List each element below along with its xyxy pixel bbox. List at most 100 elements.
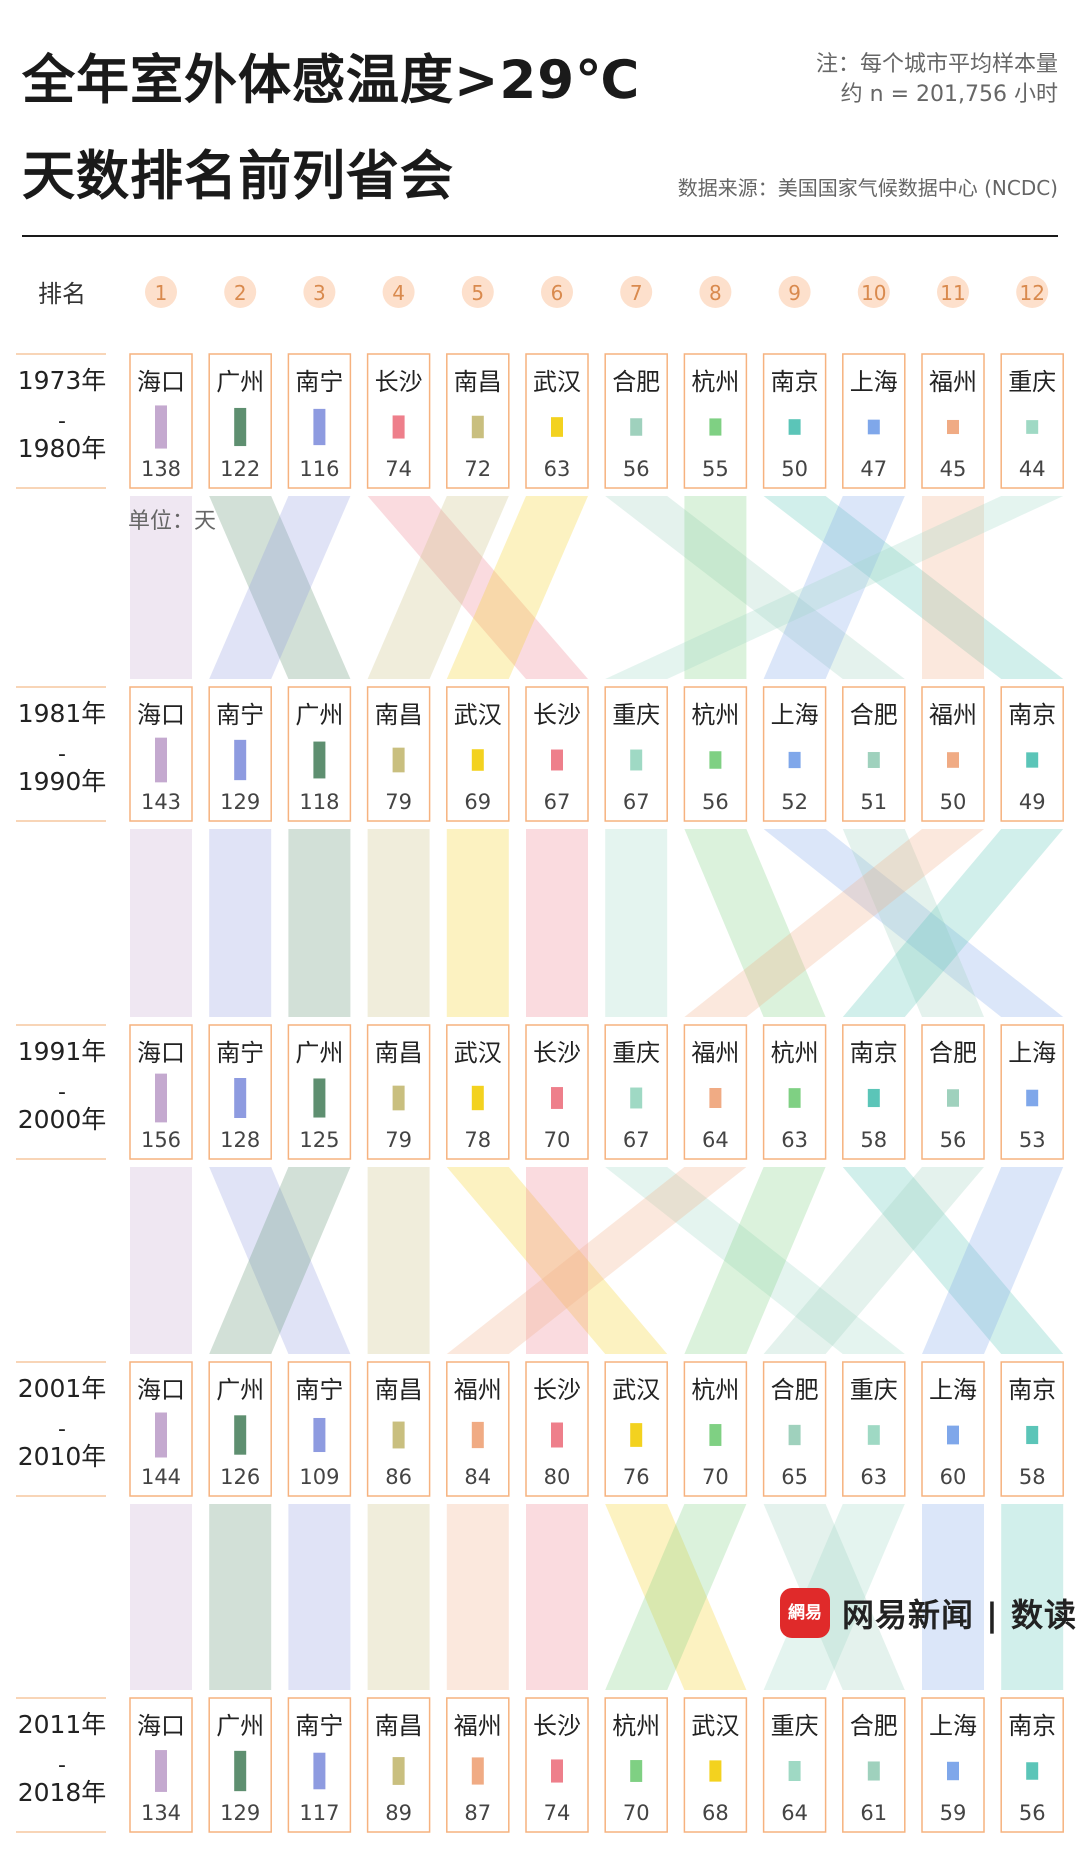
value-label: 64 (781, 1801, 808, 1825)
value-bar (630, 1087, 643, 1109)
ribbon-海口-3 (130, 1504, 192, 1690)
rank-badge-12 (1016, 276, 1049, 308)
value-bar (1026, 1089, 1039, 1107)
ribbon-南宁-0 (209, 496, 351, 679)
city-name: 合肥 (929, 1039, 977, 1067)
value-bar (155, 737, 167, 783)
city-name: 长沙 (533, 1039, 581, 1067)
value-label: 63 (860, 1465, 887, 1489)
city-name: 重庆 (612, 1039, 660, 1067)
value-bar (947, 752, 959, 768)
rank-badge-10 (857, 276, 890, 308)
ribbon-南宁-3 (288, 1504, 351, 1690)
value-bar (947, 1089, 959, 1107)
value-bar (709, 751, 722, 769)
city-box (129, 686, 193, 822)
city-name: 南昌 (454, 368, 502, 396)
ribbon-福州-3 (446, 1504, 509, 1690)
value-label: 109 (299, 1465, 339, 1489)
ribbon-南昌-2 (367, 1167, 430, 1354)
ribbon-上海-1 (763, 829, 1064, 1017)
ribbon-广州-3 (209, 1504, 272, 1690)
period-end-label: 2010年 (18, 1442, 107, 1471)
period-separator: - (58, 1753, 66, 1778)
rank-badge-3 (303, 276, 336, 308)
ribbon-重庆-1 (605, 829, 668, 1017)
value-bar (313, 1417, 326, 1453)
sample-note-line2: 约 n = 201,756 小时 (840, 82, 1058, 107)
city-name: 武汉 (454, 701, 502, 729)
rank-number-6: 6 (551, 281, 564, 305)
value-label: 70 (623, 1801, 650, 1825)
netease-logo-icon: 網易 (780, 1588, 830, 1638)
period-start-label: 2011年 (18, 1710, 107, 1739)
sample-note-line1: 注：每个城市平均样本量 (815, 52, 1058, 77)
value-label: 60 (940, 1465, 967, 1489)
city-name: 合肥 (850, 1712, 898, 1740)
city-name: 广州 (295, 1039, 343, 1067)
ribbon-重庆-2 (605, 1167, 905, 1354)
city-name: 福州 (929, 701, 977, 729)
city-name: 上海 (929, 1376, 977, 1404)
city-name: 南宁 (295, 1712, 343, 1740)
rank-badge-5 (461, 276, 494, 308)
ribbon-广州-2 (209, 1167, 351, 1354)
value-label: 59 (940, 1801, 967, 1825)
publisher-name: 网易新闻 | 数读 (842, 1596, 1077, 1634)
value-bar (630, 749, 643, 771)
value-bar (234, 407, 247, 447)
city-name: 长沙 (375, 368, 423, 396)
chart-title-line2: 天数排名前列省会 (22, 146, 454, 207)
city-name: 合肥 (850, 701, 898, 729)
ribbon-福州-1 (684, 829, 984, 1017)
value-label: 44 (1019, 457, 1046, 481)
header-divider (22, 235, 1058, 237)
rank-number-12: 12 (1019, 281, 1044, 305)
city-name: 南京 (771, 368, 819, 396)
city-name: 杭州 (691, 701, 739, 729)
value-label: 49 (1019, 790, 1046, 814)
period-start-label: 1991年 (18, 1037, 107, 1066)
ribbon-重庆-0 (605, 496, 1064, 679)
city-name: 长沙 (533, 1712, 581, 1740)
city-name: 武汉 (454, 1039, 502, 1067)
rank-number-3: 3 (313, 281, 326, 305)
rank-badge-11 (937, 276, 969, 308)
ribbon-杭州-1 (684, 829, 826, 1017)
city-name: 杭州 (771, 1039, 819, 1067)
period-start-label: 1981年 (18, 699, 107, 728)
ribbon-南京-3 (1001, 1504, 1064, 1690)
value-label: 72 (464, 457, 491, 481)
ribbon-合肥-3 (763, 1504, 905, 1690)
value-label: 76 (623, 1465, 650, 1489)
ribbon-武汉-3 (605, 1504, 747, 1690)
value-label: 74 (544, 1801, 571, 1825)
rank-number-5: 5 (471, 281, 484, 305)
ribbon-杭州-0 (684, 496, 747, 679)
city-name: 杭州 (691, 1376, 739, 1404)
ribbon-南京-0 (763, 496, 1064, 679)
value-label: 67 (623, 790, 650, 814)
value-bar (234, 1750, 247, 1792)
value-label: 87 (464, 1801, 491, 1825)
value-label: 126 (220, 1465, 260, 1489)
period-end-label: 2000年 (18, 1105, 107, 1134)
value-label: 129 (220, 1801, 260, 1825)
value-bar (709, 1424, 722, 1446)
ribbon-海口-0 (130, 496, 192, 679)
rank-number-2: 2 (234, 281, 247, 305)
value-label: 45 (940, 457, 967, 481)
city-name: 杭州 (612, 1712, 660, 1740)
value-bar (1026, 420, 1039, 434)
ribbon-上海-3 (922, 1504, 984, 1690)
value-label: 56 (623, 457, 650, 481)
value-bar (392, 1421, 405, 1449)
ribbon-杭州-3 (605, 1504, 747, 1690)
city-name: 南昌 (375, 1712, 423, 1740)
value-bar (392, 415, 405, 439)
value-bar (313, 1752, 326, 1790)
value-label: 69 (464, 790, 491, 814)
ribbon-广州-1 (288, 829, 351, 1017)
city-name: 南宁 (295, 368, 343, 396)
value-bar (867, 1761, 880, 1781)
